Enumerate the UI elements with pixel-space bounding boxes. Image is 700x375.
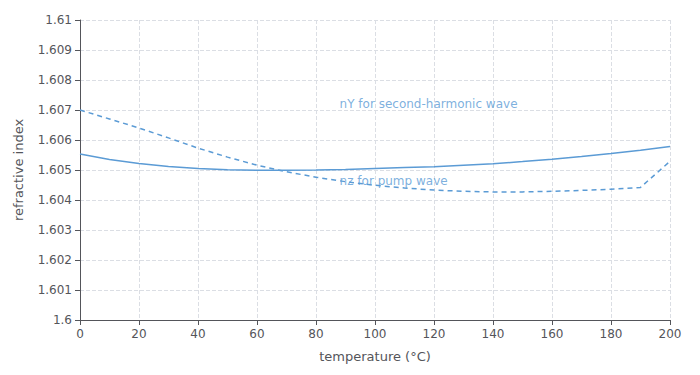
svg-text:1.606: 1.606 (38, 133, 72, 147)
svg-text:nz for pump wave: nz for pump wave (340, 174, 448, 188)
svg-text:temperature (°C): temperature (°C) (319, 349, 431, 364)
svg-text:1.605: 1.605 (38, 163, 72, 177)
svg-text:100: 100 (364, 327, 387, 341)
svg-text:1.608: 1.608 (38, 73, 72, 87)
svg-text:160: 160 (541, 327, 564, 341)
svg-text:120: 120 (423, 327, 446, 341)
svg-text:200: 200 (659, 327, 682, 341)
svg-text:1.607: 1.607 (38, 103, 72, 117)
svg-text:nY for second-harmonic wave: nY for second-harmonic wave (340, 97, 518, 111)
svg-text:1.601: 1.601 (38, 283, 72, 297)
svg-text:1.604: 1.604 (38, 193, 72, 207)
svg-text:1.609: 1.609 (38, 43, 72, 57)
svg-text:1.603: 1.603 (38, 223, 72, 237)
svg-text:1.602: 1.602 (38, 253, 72, 267)
svg-text:40: 40 (190, 327, 205, 341)
svg-text:80: 80 (308, 327, 323, 341)
svg-text:140: 140 (482, 327, 505, 341)
svg-text:60: 60 (249, 327, 264, 341)
svg-text:1.6: 1.6 (53, 313, 72, 327)
svg-text:180: 180 (600, 327, 623, 341)
svg-text:20: 20 (131, 327, 146, 341)
svg-text:0: 0 (76, 327, 84, 341)
svg-text:refractive index: refractive index (11, 119, 26, 221)
svg-text:1.61: 1.61 (45, 13, 72, 27)
